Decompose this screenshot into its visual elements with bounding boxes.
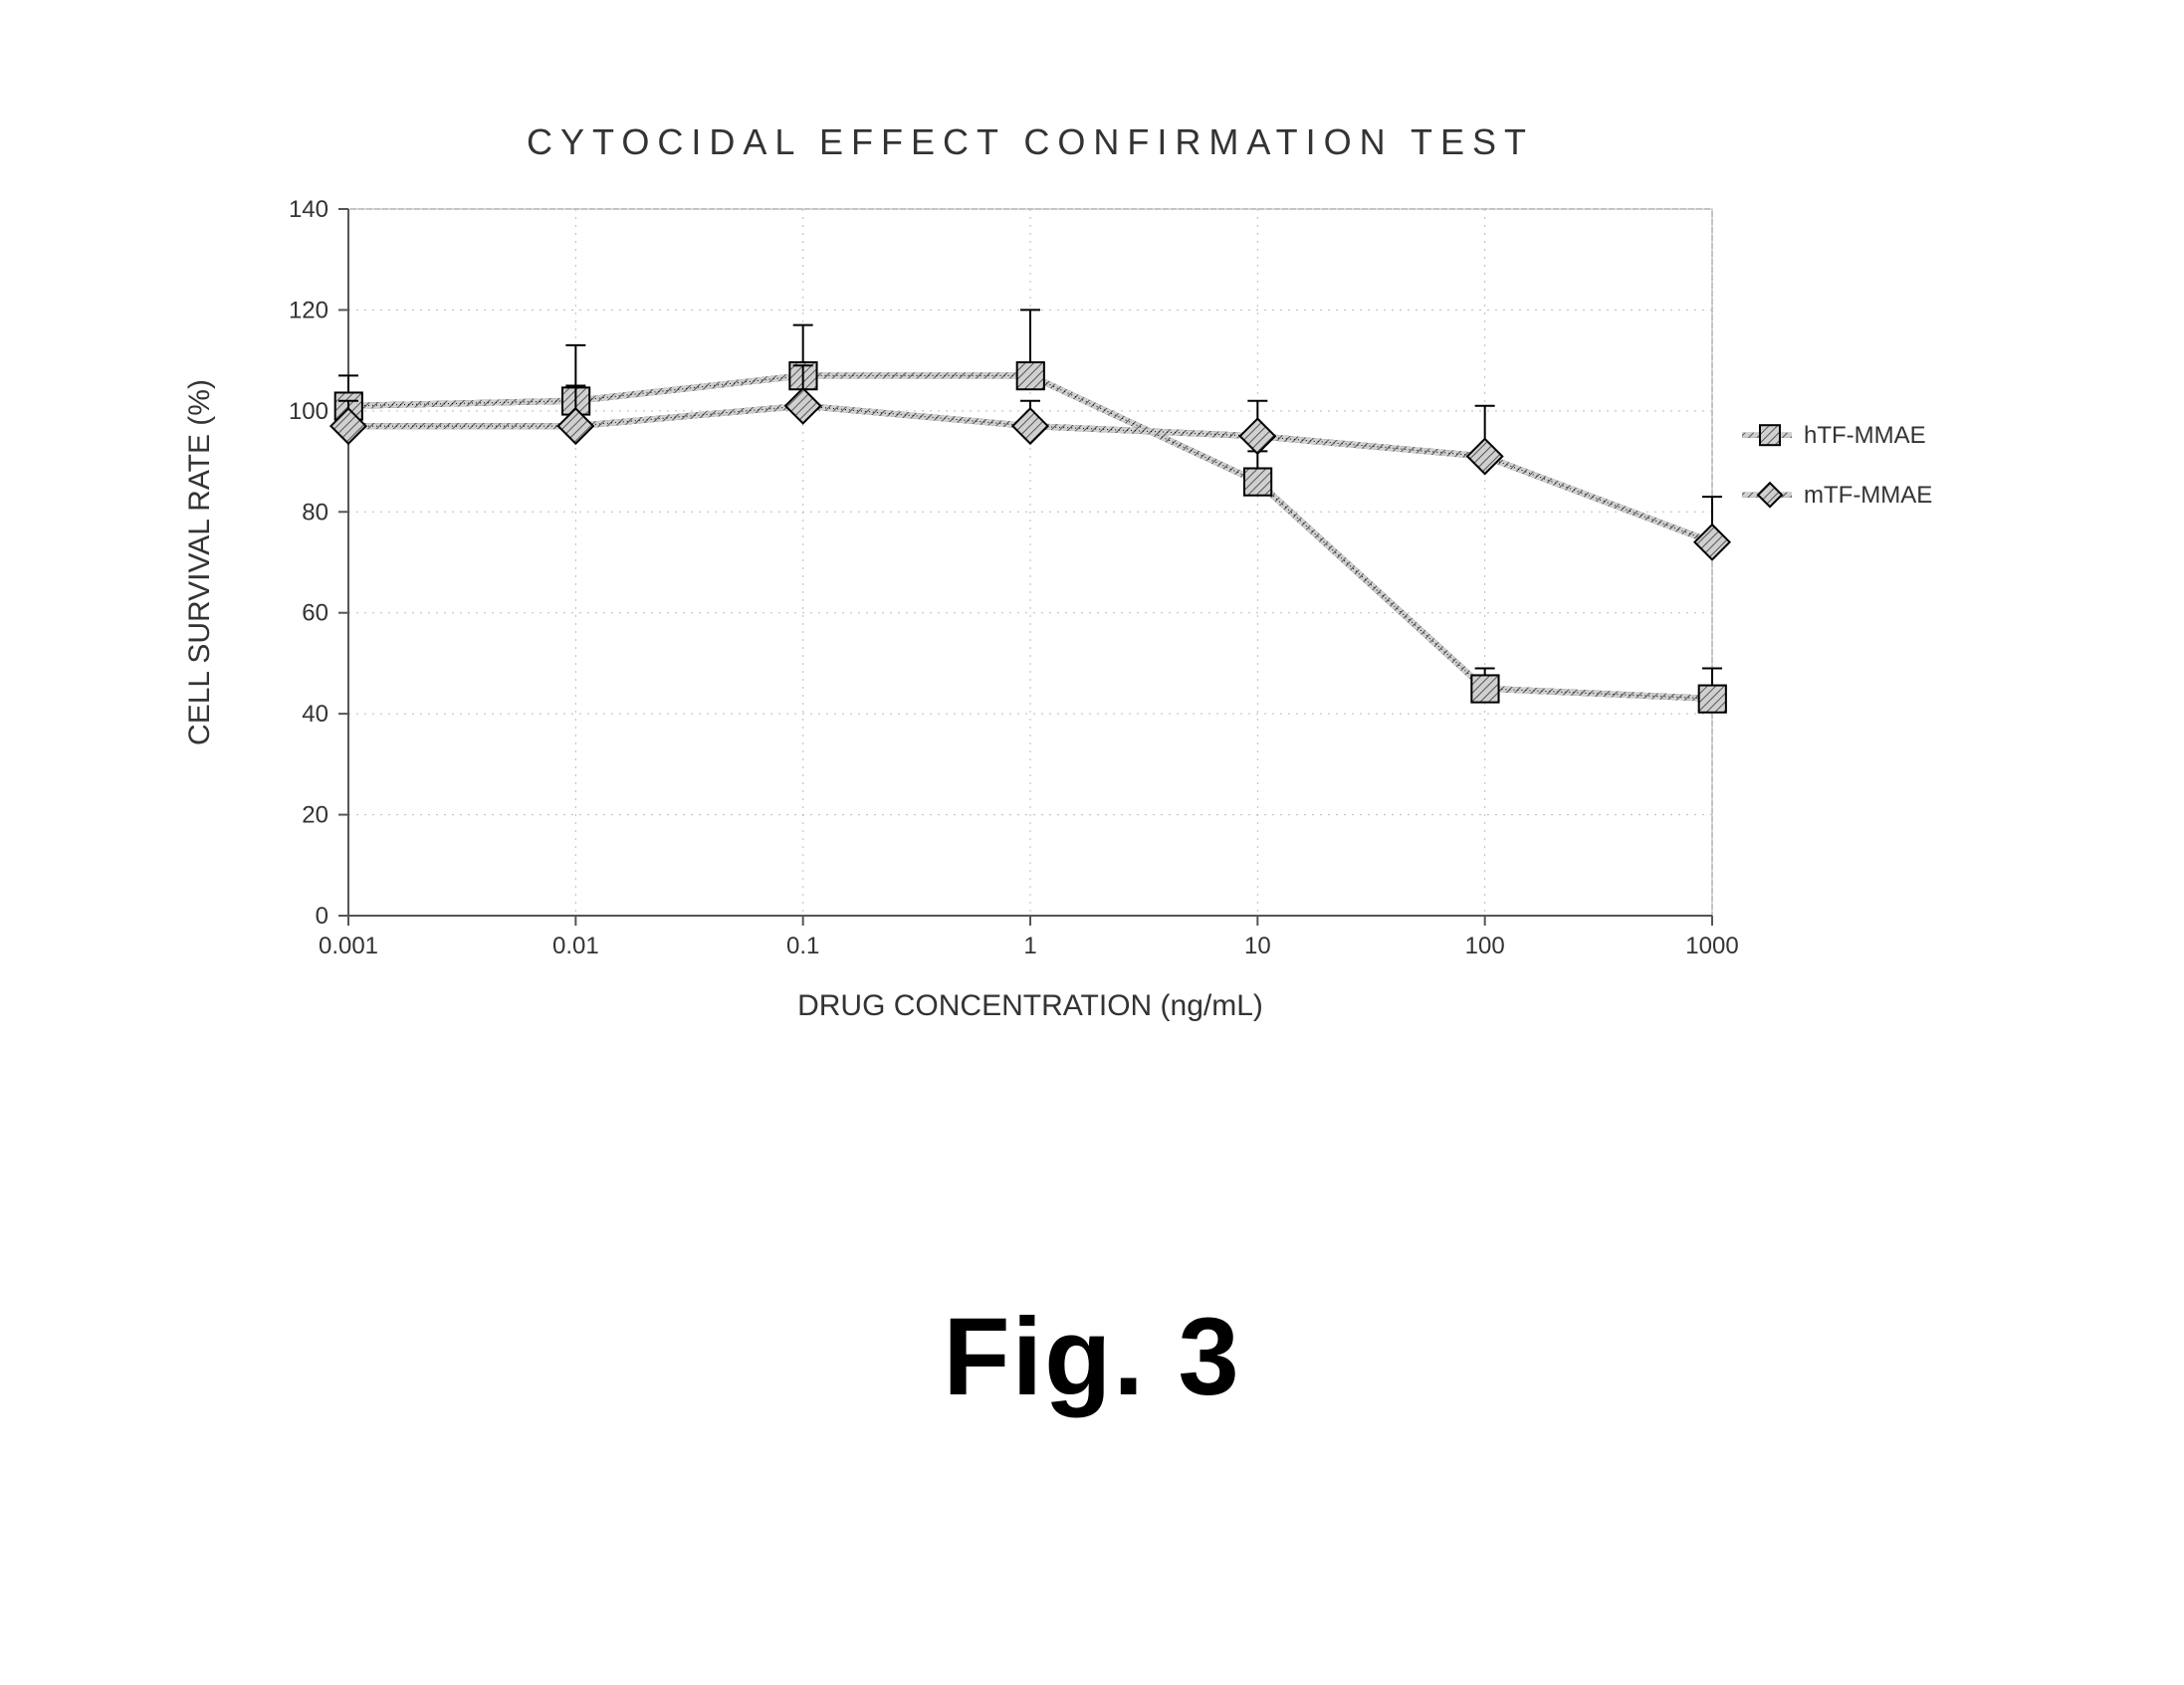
- x-tick-label: 0.001: [319, 933, 378, 959]
- data-marker: [1699, 686, 1726, 713]
- x-axis-label: DRUG CONCENTRATION (ng/mL): [797, 989, 1263, 1022]
- chart-container: CYTOCIDAL EFFECT CONFIRMATION TEST 0 20 40 6…: [139, 100, 2031, 1095]
- chart-title: CYTOCIDAL EFFECT CONFIRMATION TEST: [527, 121, 1534, 162]
- figure-caption: Fig. 3: [0, 1294, 2184, 1420]
- x-tick-label: 0.01: [552, 933, 599, 959]
- data-marker: [1244, 469, 1271, 496]
- page-root: CYTOCIDAL EFFECT CONFIRMATION TEST 0 20 40 6…: [0, 0, 2184, 1685]
- data-marker: [1017, 362, 1044, 389]
- y-tick-label: 100: [289, 398, 328, 425]
- y-tick-label: 20: [302, 802, 328, 829]
- y-tick-label: 120: [289, 297, 328, 323]
- y-axis-label: CELL SURVIVAL RATE (%): [183, 379, 216, 745]
- chart-svg: CYTOCIDAL EFFECT CONFIRMATION TEST 0 20 40 6…: [139, 100, 2031, 1095]
- y-tick-label: 40: [302, 701, 328, 728]
- y-tick-label: 140: [289, 196, 328, 223]
- x-tick-label: 1: [1023, 933, 1036, 959]
- legend-label: hTF-MMAE: [1804, 422, 1926, 449]
- y-tick-label: 0: [316, 903, 328, 930]
- legend-label: mTF-MMAE: [1804, 482, 1932, 509]
- x-tick-label: 1000: [1685, 933, 1738, 959]
- y-tick-label: 80: [302, 499, 328, 526]
- x-tick-label: 10: [1244, 933, 1271, 959]
- x-tick-label: 0.1: [786, 933, 819, 959]
- x-tick-label: 100: [1465, 933, 1505, 959]
- y-tick-label: 60: [302, 600, 328, 627]
- data-marker: [1471, 675, 1498, 702]
